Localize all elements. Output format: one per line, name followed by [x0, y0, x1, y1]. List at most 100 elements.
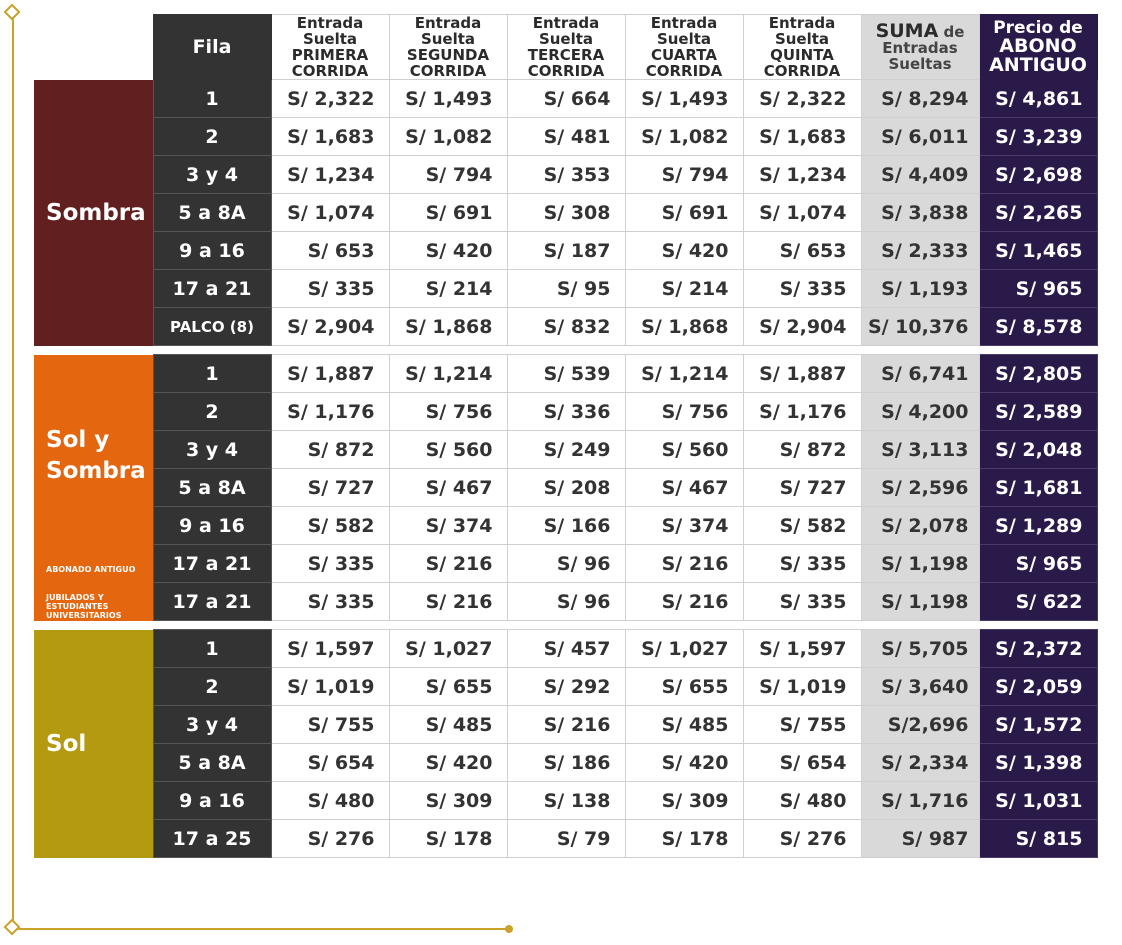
price-cell: S/ 1,493: [624, 79, 744, 118]
header-tercera-line: TERCERA: [527, 46, 605, 64]
abono-cell: S/ 2,048: [978, 430, 1098, 469]
row-label: 17 a 21: [152, 544, 272, 583]
suma-cell: S/ 2,078: [860, 506, 980, 545]
row-label: 17 a 25: [152, 819, 272, 858]
row-label: 5 a 8A: [152, 193, 272, 232]
suma-cell: S/ 987: [860, 819, 980, 858]
price-cell: S/ 1,082: [624, 117, 744, 156]
price-cell: S/ 187: [506, 231, 626, 270]
section-label-sol: Sol: [34, 629, 153, 858]
price-cell: S/ 292: [506, 667, 626, 706]
frame-line-left: [12, 14, 14, 930]
row-label: 17 a 21: [152, 582, 272, 621]
price-cell: S/ 485: [624, 705, 744, 744]
price-cell: S/ 467: [388, 468, 508, 507]
suma-cell: S/ 6,741: [860, 354, 980, 393]
row-label: 9 a 16: [152, 781, 272, 820]
abono-cell: S/ 4,861: [978, 79, 1098, 118]
price-cell: S/ 1,074: [270, 193, 390, 232]
price-cell: S/ 214: [388, 269, 508, 308]
header-row: Fila Entrada Suelta PRIMERA CORRIDA Entrada…: [34, 14, 1098, 80]
price-table: Fila Entrada Suelta PRIMERA CORRIDA Entrada…: [34, 14, 1098, 858]
price-cell: S/ 216: [506, 705, 626, 744]
header-suma: SUMA de Entradas Sueltas: [860, 14, 980, 80]
abono-cell: S/ 3,239: [978, 117, 1098, 156]
table-row: 5 a 8A S/ 654 S/ 420 S/ 186 S/ 420 S/ 654 S/ 2…: [34, 743, 1098, 782]
section-name: Sol y Sombra: [46, 426, 146, 484]
abono-cell: S/ 2,265: [978, 193, 1098, 232]
price-cell: S/ 420: [624, 231, 744, 270]
price-cell: S/ 335: [270, 544, 390, 583]
header-tercera-line: Suelta: [538, 30, 594, 48]
price-cell: S/ 2,904: [742, 307, 862, 346]
abono-cell: S/ 1,572: [978, 705, 1098, 744]
table-row: 5 a 8A S/ 1,074 S/ 691 S/ 308 S/ 691 S/ 1,074…: [34, 193, 1098, 232]
suma-cell: S/ 6,011: [860, 117, 980, 156]
header-tercera-line: CORRIDA: [527, 62, 605, 80]
price-cell: S/ 756: [388, 392, 508, 431]
price-cell: S/ 2,322: [270, 79, 390, 118]
price-cell: S/ 95: [506, 269, 626, 308]
abono-cell: S/ 2,589: [978, 392, 1098, 431]
header-cuarta-line: Entrada: [650, 14, 718, 32]
section-gap-cell: [34, 620, 1097, 630]
header-primera-line: PRIMERA: [291, 46, 369, 64]
suma-cell: S/ 1,193: [860, 269, 980, 308]
abono-cell: S/ 1,681: [978, 468, 1098, 507]
abono-cell: S/ 2,698: [978, 155, 1098, 194]
price-cell: S/ 691: [388, 193, 508, 232]
section-gap-cell: [34, 345, 1097, 355]
header-quinta-line: CORRIDA: [763, 62, 841, 80]
row-label: 3 y 4: [152, 430, 272, 469]
price-cell: S/ 560: [624, 430, 744, 469]
header-tercera-line: Entrada: [532, 14, 600, 32]
table-row: 17 a 21 S/ 335 S/ 216 S/ 96 S/ 216 S/ 335 S/ 1…: [34, 582, 1098, 621]
abono-cell: S/ 815: [978, 819, 1098, 858]
price-cell: S/ 655: [624, 667, 744, 706]
price-cell: S/ 1,074: [742, 193, 862, 232]
price-cell: S/ 1,868: [624, 307, 744, 346]
suma-cell: S/ 4,200: [860, 392, 980, 431]
price-cell: S/ 308: [506, 193, 626, 232]
price-cell: S/ 727: [270, 468, 390, 507]
header-quinta-line: Suelta: [774, 30, 830, 48]
abono-cell: S/ 1,031: [978, 781, 1098, 820]
price-cell: S/ 178: [388, 819, 508, 858]
price-cell: S/ 1,027: [388, 629, 508, 668]
price-cell: S/ 653: [270, 231, 390, 270]
price-cell: S/ 96: [506, 544, 626, 583]
price-cell: S/ 374: [388, 506, 508, 545]
price-cell: S/ 1,683: [742, 117, 862, 156]
abono-cell: S/ 8,578: [978, 307, 1098, 346]
header-abono: Precio de ABONO ANTIGUO: [978, 14, 1098, 80]
row-label: 2: [152, 117, 272, 156]
price-cell: S/ 1,887: [270, 354, 390, 393]
price-cell: S/ 1,234: [270, 155, 390, 194]
header-cuarta-line: CORRIDA: [645, 62, 723, 80]
price-cell: S/ 276: [270, 819, 390, 858]
table-row: 2 S/ 1,176 S/ 756 S/ 336 S/ 756 S/ 1,176 S/ 4,…: [34, 392, 1098, 431]
abono-cell: S/ 1,289: [978, 506, 1098, 545]
price-cell: S/ 335: [742, 582, 862, 621]
header-suma-line3: Sueltas: [888, 54, 952, 73]
abono-cell: S/ 2,805: [978, 354, 1098, 393]
price-cell: S/ 480: [742, 781, 862, 820]
table-row: 2 S/ 1,019 S/ 655 S/ 292 S/ 655 S/ 1,019 S/ 3,…: [34, 667, 1098, 706]
price-cell: S/ 664: [506, 79, 626, 118]
price-cell: S/ 249: [506, 430, 626, 469]
table-row: 9 a 16 S/ 480 S/ 309 S/ 138 S/ 309 S/ 480 S/ 1…: [34, 781, 1098, 820]
header-tercera-corrida: Entrada Suelta TERCERA CORRIDA: [506, 14, 626, 80]
price-cell: S/ 420: [388, 231, 508, 270]
price-cell: S/ 1,019: [270, 667, 390, 706]
price-cell: S/ 336: [506, 392, 626, 431]
suma-cell: S/ 2,333: [860, 231, 980, 270]
price-cell: S/ 1,683: [270, 117, 390, 156]
price-table-body: Sombra 1 S/ 2,322 S/ 1,493 S/ 664 S/ 1,493 S/ …: [34, 79, 1098, 858]
price-cell: S/ 1,493: [388, 79, 508, 118]
price-cell: S/ 1,214: [388, 354, 508, 393]
frame-diamond-bottom: [3, 918, 21, 936]
header-primera-line: Entrada: [296, 14, 364, 32]
table-row: Sol 1 S/ 1,597 S/ 1,027 S/ 457 S/ 1,027 S/ 1,5…: [34, 629, 1098, 858]
row-label: 9 a 16: [152, 231, 272, 270]
table-row: 17 a 21 S/ 335 S/ 216 S/ 96 S/ 216 S/ 335 S/ 1…: [34, 544, 1098, 583]
